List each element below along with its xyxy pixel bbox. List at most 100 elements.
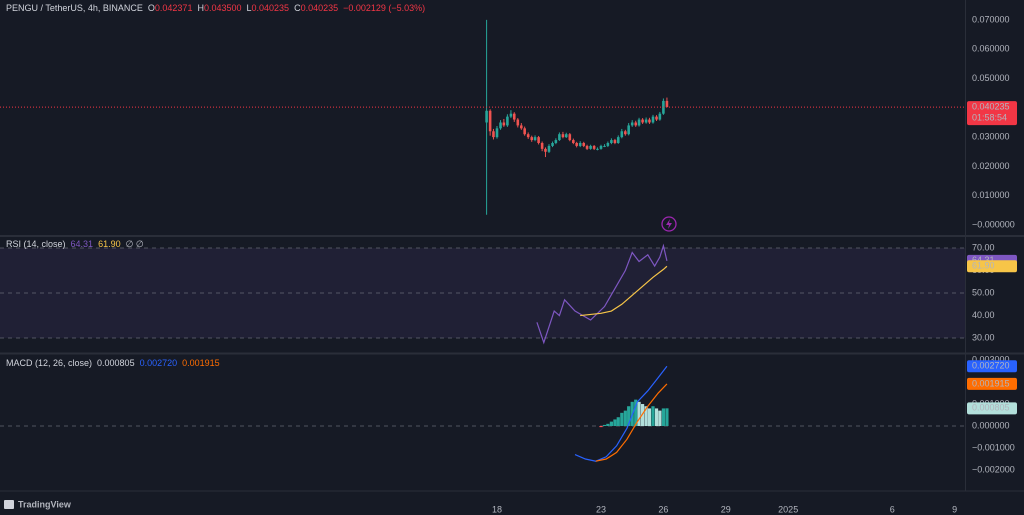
macd-line [574, 365, 668, 462]
candle-body [533, 137, 537, 141]
candle-body [606, 142, 610, 146]
ohlc-label: O [148, 3, 155, 13]
candle-body [599, 145, 603, 149]
candle-body [644, 119, 648, 123]
candle-body [512, 113, 516, 120]
histogram-bar [640, 404, 645, 427]
legend-value: 61.90 [98, 239, 121, 249]
y-tick-label: 0.060000 [972, 44, 1010, 54]
value-box-label: 0.000805 [972, 403, 1010, 413]
candle-body [620, 131, 624, 138]
candle-body [624, 131, 627, 135]
value-box [967, 260, 1017, 273]
logo-mark [4, 500, 14, 509]
y-tick-label: 40.00 [972, 310, 995, 320]
ohlc-value: 0.043500 [204, 3, 242, 13]
ohlc-label: C [294, 3, 301, 13]
symbol-title: PENGU / TetherUS, 4h, BINANCE [6, 3, 143, 13]
candle-body [520, 125, 523, 129]
histogram-bar [613, 419, 617, 427]
y-tick-label: 50.00 [972, 287, 995, 297]
logo: TradingView [4, 499, 72, 509]
histogram-bar [644, 406, 648, 427]
y-tick-label: −0.002000 [972, 464, 1015, 474]
candle-body [554, 140, 558, 143]
candle-body [523, 128, 526, 135]
x-tick-label: 6 [890, 504, 895, 514]
legend-value: 64.31 [71, 239, 94, 249]
candle-body [509, 113, 513, 117]
histogram-bar [602, 424, 607, 427]
candle-body [665, 100, 669, 108]
candle-body [627, 125, 630, 135]
legend-value: 0.000805 [97, 358, 135, 368]
candle-body [558, 134, 561, 141]
candle-body [648, 119, 651, 123]
value-box [967, 402, 1017, 415]
candle-body [589, 145, 592, 149]
candle-body [506, 116, 509, 126]
change: −0.002129 (−5.03%) [343, 3, 425, 13]
histogram-bar [654, 408, 659, 427]
x-tick-label: 2025 [778, 504, 798, 514]
candle-body [488, 110, 492, 132]
countdown: 01:58:54 [972, 113, 1007, 123]
y-tick-label: 0.070000 [972, 14, 1010, 24]
candle-body [655, 116, 658, 120]
event-icon-bolt [666, 219, 672, 229]
ohlc-label: L [247, 3, 252, 13]
x-tick-label: 29 [721, 504, 731, 514]
histogram-bar [620, 412, 624, 427]
candle-body [613, 140, 617, 143]
candle-body [658, 113, 662, 120]
candle-body [630, 122, 634, 126]
value-box-label: 0.002720 [972, 361, 1010, 371]
legend-extra: ∅ ∅ [126, 239, 144, 249]
value-box [967, 101, 1017, 126]
histogram-bar [627, 406, 631, 427]
histogram-bar [599, 426, 603, 428]
histogram-bar [658, 410, 662, 427]
y-tick-label: 0.020000 [972, 161, 1010, 171]
candle-body [485, 110, 488, 123]
histogram-bar [606, 423, 610, 427]
indicator-title: RSI (14, close) [6, 239, 66, 249]
candle-body [499, 122, 502, 129]
histogram-bar [661, 408, 665, 427]
logo-text: TradingView [18, 499, 72, 509]
candle-body [634, 122, 638, 126]
candle-body [547, 145, 551, 152]
candle-body [578, 142, 582, 146]
histogram-bar [647, 408, 652, 427]
legend: RSI (14, close) 64.31 61.90 ∅ ∅ [6, 239, 144, 249]
candle-body [537, 137, 540, 143]
y-tick-label: −0.000000 [972, 219, 1015, 229]
candle-body [526, 134, 530, 138]
ohlc-label: H [197, 3, 204, 13]
rsi-line [536, 243, 668, 345]
candle-body [616, 137, 620, 143]
macd-line [595, 383, 668, 462]
candle-body [592, 145, 596, 149]
ohlc-value: 0.040235 [301, 3, 339, 13]
rsi-line [580, 265, 668, 317]
candle-body [641, 119, 644, 123]
histogram-bar [634, 399, 638, 427]
y-tick-label: 30.00 [972, 332, 995, 342]
candle-body [530, 137, 534, 141]
y-tick-label: 0.050000 [972, 73, 1010, 83]
histogram-bar [637, 401, 641, 427]
histogram-bar [623, 410, 627, 427]
histogram-bar [616, 417, 620, 427]
candle-body [551, 142, 554, 146]
legend-value: 0.002720 [140, 358, 178, 368]
event-icon[interactable] [661, 216, 677, 232]
y-tick-label: 0.010000 [972, 190, 1010, 200]
y-tick-label: 0.030000 [972, 132, 1010, 142]
candle-body [544, 148, 547, 152]
x-tick-label: 9 [952, 504, 957, 514]
indicator-title: MACD (12, 26, close) [6, 358, 92, 368]
x-tick-label: 23 [596, 504, 606, 514]
